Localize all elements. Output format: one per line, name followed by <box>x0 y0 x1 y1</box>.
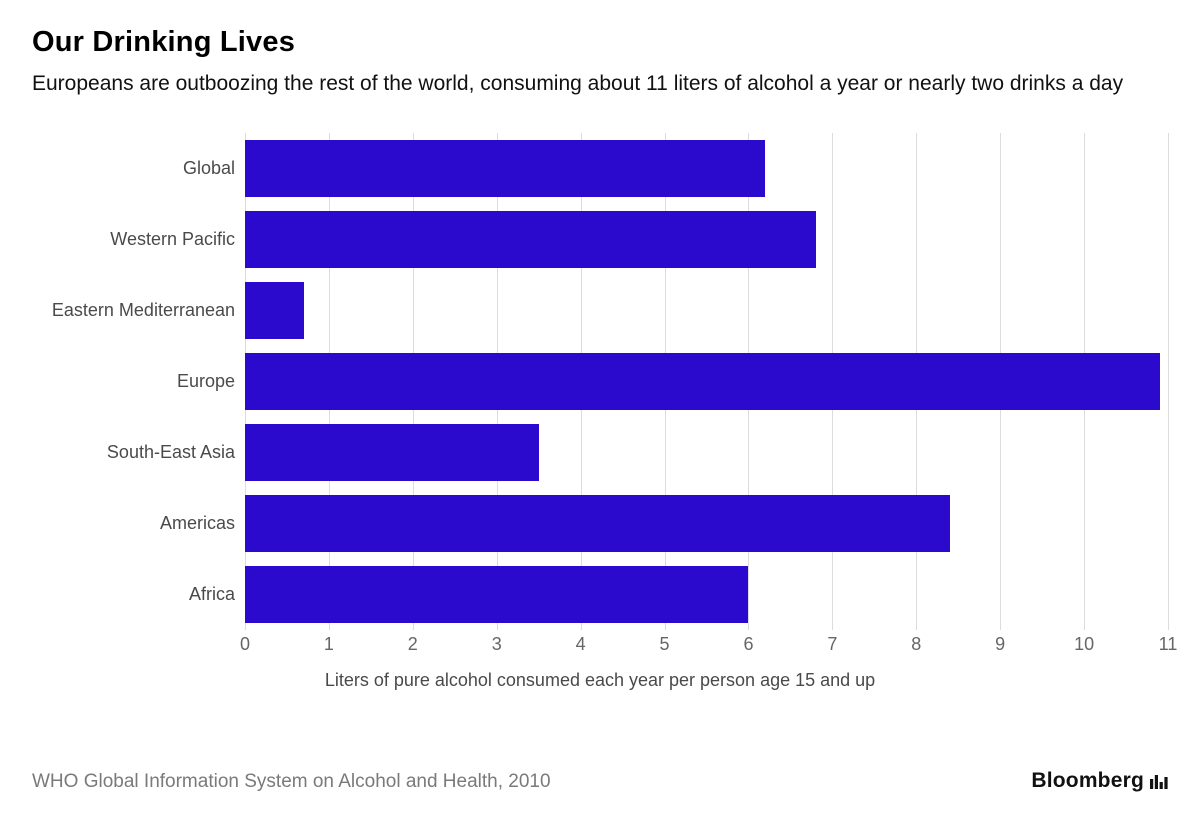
x-tick-label: 1 <box>323 633 334 654</box>
bar-row <box>245 133 1168 204</box>
category-label: Eastern Mediterranean <box>51 299 235 320</box>
category-label: Western Pacific <box>110 228 235 249</box>
category-label-row: Europe <box>32 346 245 417</box>
category-label-row: Eastern Mediterranean <box>32 275 245 346</box>
chart-subtitle: Europeans are outboozing the rest of the… <box>32 72 1124 95</box>
x-tick-label: 4 <box>575 633 586 654</box>
bar-europe <box>245 352 1160 410</box>
x-tick-label: 6 <box>743 633 754 654</box>
category-label: South-East Asia <box>106 441 235 462</box>
bar-americas <box>245 494 950 552</box>
category-labels-column: Global Western Pacific Eastern Mediterrane… <box>32 133 245 630</box>
x-tick-label: 0 <box>239 633 251 654</box>
bar-africa <box>245 565 749 623</box>
x-tick-label: 3 <box>491 633 502 654</box>
x-tick-label: 2 <box>407 633 418 654</box>
source-note: WHO Global Information System on Alcohol… <box>32 771 551 792</box>
category-label-row: Africa <box>32 559 245 630</box>
category-label-row: South-East Asia <box>32 417 245 488</box>
category-label-row: Americas <box>32 488 245 559</box>
x-tick-label: 9 <box>995 633 1006 654</box>
bloomberg-bars-icon <box>1150 775 1168 789</box>
bar-south-east-asia <box>245 423 539 481</box>
bar-row <box>245 488 1168 559</box>
bar-western-pacific <box>245 210 816 268</box>
bar-global <box>245 139 766 197</box>
x-tick-label: 11 <box>1158 633 1178 654</box>
x-axis-label: Liters of pure alcohol consumed each yea… <box>324 669 876 690</box>
chart-footer: WHO Global Information System on Alcohol… <box>32 769 1168 801</box>
x-tick-label: 5 <box>659 633 670 654</box>
category-label: Americas <box>159 512 235 533</box>
x-tick-label: 7 <box>827 633 838 654</box>
chart-body: Global Western Pacific Eastern Mediterrane… <box>32 132 1169 630</box>
category-label-row: Global <box>32 133 245 204</box>
x-tick-label: 8 <box>911 633 922 654</box>
category-label-row: Western Pacific <box>32 204 245 275</box>
bar-row <box>245 204 1168 275</box>
bar-eastern-mediterranean <box>245 281 304 339</box>
bar-chart: Global Western Pacific Eastern Mediterrane… <box>32 132 1177 691</box>
bar-row <box>245 559 1168 630</box>
x-tick-label: 10 <box>1074 633 1095 654</box>
category-label: Europe <box>176 370 235 391</box>
bloomberg-wordmark: Bloomberg <box>1031 769 1144 792</box>
chart-header: Our Drinking Lives Europeans are outbooz… <box>32 26 1168 99</box>
bar-row <box>245 346 1168 417</box>
category-label: Global <box>182 157 235 178</box>
bar-row <box>245 275 1168 346</box>
x-axis: 0 1 2 3 4 5 6 7 8 9 10 11 <box>240 633 1177 664</box>
chart-title: Our Drinking Lives <box>32 26 296 58</box>
category-label: Africa <box>188 583 235 604</box>
bloomberg-logo: Bloomberg <box>1031 769 1168 793</box>
bar-row <box>245 417 1168 488</box>
plot-area <box>245 132 1169 630</box>
gridline <box>1168 132 1169 630</box>
